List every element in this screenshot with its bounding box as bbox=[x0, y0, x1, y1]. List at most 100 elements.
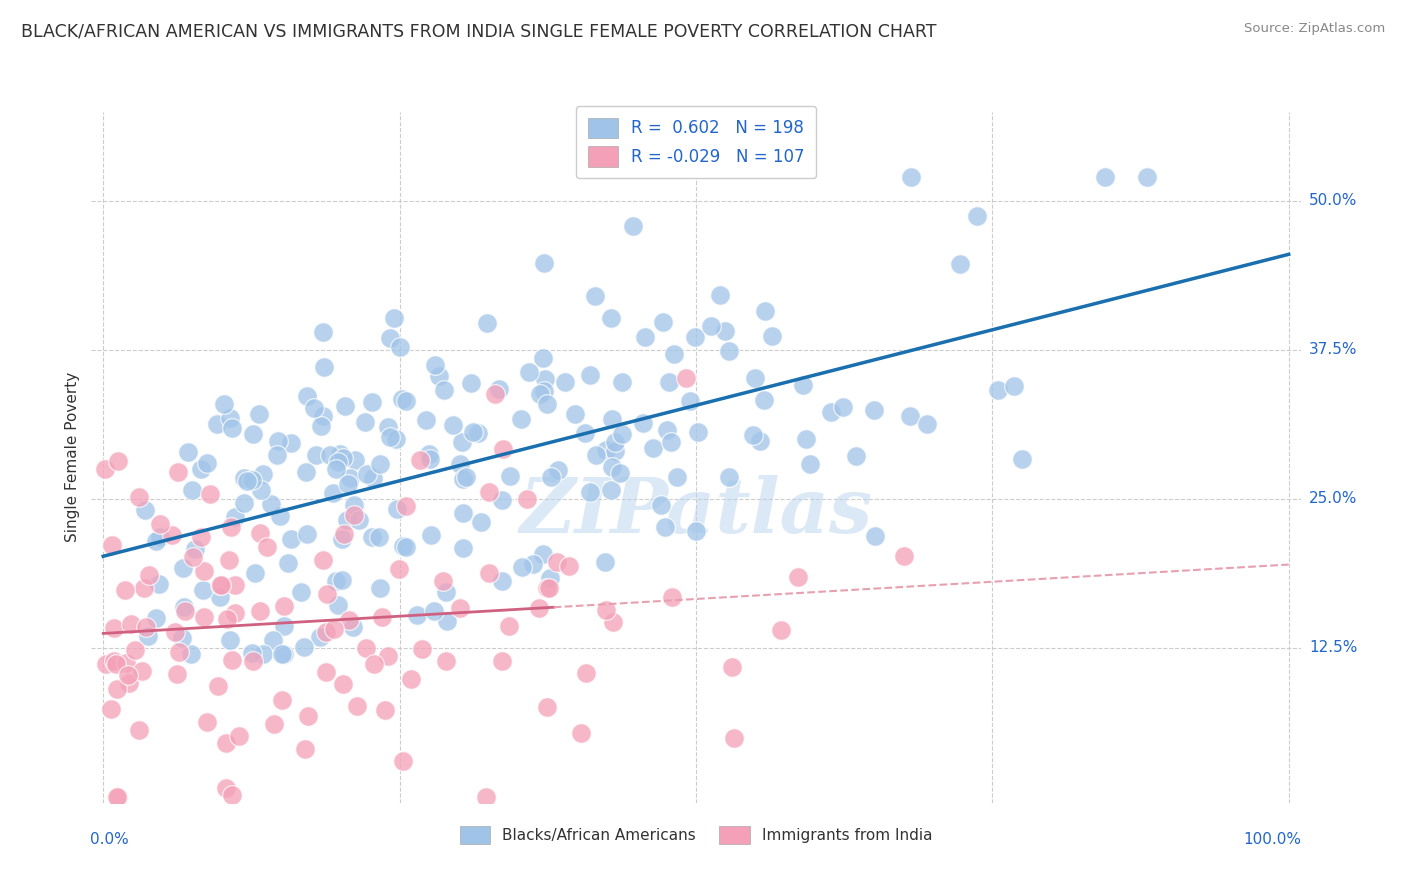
Text: 50.0%: 50.0% bbox=[1309, 194, 1357, 209]
Point bbox=[538, 571, 561, 585]
Text: 25.0%: 25.0% bbox=[1309, 491, 1357, 507]
Point bbox=[820, 405, 842, 419]
Point bbox=[700, 318, 723, 333]
Point bbox=[600, 412, 623, 426]
Point bbox=[387, 502, 409, 516]
Point bbox=[240, 473, 263, 487]
Point bbox=[595, 603, 617, 617]
Point bbox=[249, 603, 271, 617]
Point bbox=[832, 400, 855, 414]
Point bbox=[263, 716, 285, 731]
Point bbox=[686, 425, 709, 439]
Point bbox=[354, 415, 377, 429]
Point bbox=[794, 432, 817, 446]
Point bbox=[356, 467, 378, 482]
Point bbox=[96, 657, 118, 671]
Point bbox=[546, 555, 568, 569]
Point bbox=[1011, 451, 1033, 466]
Point bbox=[845, 449, 868, 463]
Point bbox=[631, 416, 654, 430]
Point bbox=[478, 485, 501, 500]
Point bbox=[224, 607, 246, 621]
Point bbox=[368, 582, 391, 596]
Point bbox=[312, 553, 335, 567]
Point bbox=[441, 417, 464, 432]
Point bbox=[343, 498, 366, 512]
Point bbox=[262, 633, 284, 648]
Point bbox=[754, 304, 776, 318]
Point bbox=[290, 585, 312, 599]
Point bbox=[315, 665, 337, 680]
Point bbox=[247, 407, 270, 421]
Point bbox=[478, 566, 501, 580]
Point bbox=[574, 425, 596, 440]
Point bbox=[184, 542, 207, 557]
Point bbox=[662, 346, 685, 360]
Point bbox=[295, 527, 318, 541]
Point bbox=[177, 445, 200, 459]
Point bbox=[333, 400, 356, 414]
Point bbox=[114, 657, 136, 671]
Point bbox=[332, 677, 354, 691]
Point bbox=[209, 590, 232, 604]
Point bbox=[228, 729, 250, 743]
Point bbox=[304, 401, 326, 416]
Point bbox=[634, 330, 657, 344]
Point bbox=[236, 475, 259, 489]
Point bbox=[460, 376, 482, 390]
Point bbox=[280, 436, 302, 450]
Point bbox=[378, 331, 401, 345]
Point bbox=[266, 449, 288, 463]
Point bbox=[174, 604, 197, 618]
Point bbox=[491, 574, 513, 589]
Point bbox=[114, 583, 136, 598]
Point bbox=[332, 451, 354, 466]
Point bbox=[949, 257, 972, 271]
Point bbox=[395, 393, 418, 408]
Point bbox=[337, 477, 360, 491]
Point bbox=[401, 672, 423, 686]
Point bbox=[536, 397, 558, 411]
Point bbox=[679, 393, 702, 408]
Point bbox=[432, 574, 454, 588]
Point bbox=[492, 442, 515, 456]
Point bbox=[325, 462, 347, 476]
Point bbox=[198, 487, 221, 501]
Point bbox=[600, 483, 623, 497]
Point bbox=[1094, 169, 1116, 184]
Legend: Blacks/African Americans, Immigrants from India: Blacks/African Americans, Immigrants fro… bbox=[460, 826, 932, 844]
Point bbox=[377, 420, 399, 434]
Point bbox=[191, 582, 214, 597]
Point bbox=[361, 471, 384, 485]
Point bbox=[603, 444, 626, 458]
Point bbox=[558, 558, 581, 573]
Point bbox=[454, 470, 477, 484]
Point bbox=[138, 567, 160, 582]
Point bbox=[683, 330, 706, 344]
Point bbox=[392, 754, 415, 768]
Point bbox=[323, 622, 346, 636]
Point bbox=[360, 530, 382, 544]
Point bbox=[658, 375, 681, 389]
Text: Source: ZipAtlas.com: Source: ZipAtlas.com bbox=[1244, 22, 1385, 36]
Point bbox=[135, 620, 157, 634]
Point bbox=[136, 629, 159, 643]
Point bbox=[652, 315, 675, 329]
Point bbox=[215, 736, 238, 750]
Point bbox=[721, 659, 744, 673]
Point bbox=[723, 731, 745, 745]
Point bbox=[243, 566, 266, 580]
Point bbox=[311, 409, 333, 423]
Point bbox=[181, 550, 204, 565]
Point bbox=[569, 726, 592, 740]
Point bbox=[575, 665, 598, 680]
Point bbox=[654, 520, 676, 534]
Point bbox=[145, 534, 167, 549]
Y-axis label: Single Female Poverty: Single Female Poverty bbox=[65, 372, 80, 542]
Point bbox=[250, 483, 273, 497]
Point bbox=[377, 648, 399, 663]
Point bbox=[509, 412, 531, 426]
Point bbox=[863, 403, 886, 417]
Point bbox=[131, 664, 153, 678]
Point bbox=[419, 452, 441, 467]
